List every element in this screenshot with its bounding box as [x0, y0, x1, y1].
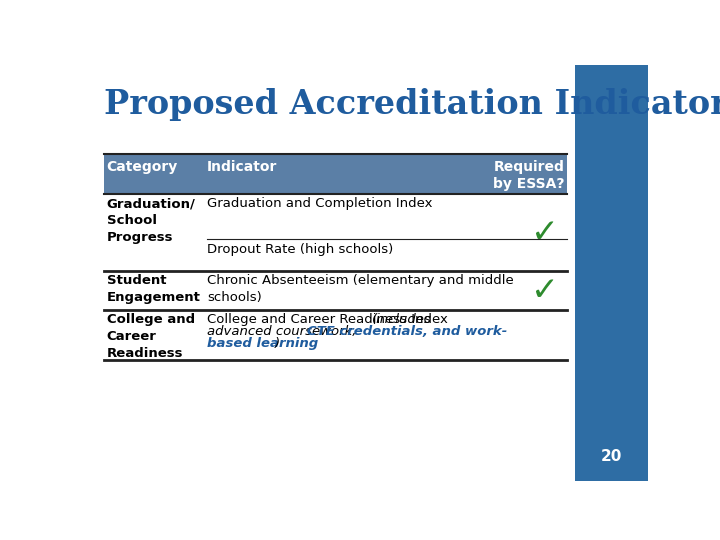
Text: Graduation/
School
Progress: Graduation/ School Progress: [107, 197, 196, 244]
FancyBboxPatch shape: [104, 154, 567, 194]
Text: Graduation and Completion Index: Graduation and Completion Index: [207, 197, 433, 210]
Text: Student
Engagement: Student Engagement: [107, 274, 201, 304]
Text: Chronic Absenteeism (elementary and middle
schools): Chronic Absenteeism (elementary and midd…: [207, 274, 514, 304]
Text: Proposed Accreditation Indicators: Proposed Accreditation Indicators: [104, 87, 720, 120]
Text: ): ): [275, 337, 280, 350]
FancyBboxPatch shape: [575, 65, 648, 481]
Text: Indicator: Indicator: [207, 160, 277, 174]
FancyBboxPatch shape: [104, 310, 567, 360]
FancyBboxPatch shape: [104, 271, 567, 310]
Text: CTE credentials, and work-: CTE credentials, and work-: [307, 325, 507, 338]
Text: ✓: ✓: [531, 215, 559, 248]
FancyBboxPatch shape: [104, 194, 567, 239]
Text: advanced coursework,: advanced coursework,: [207, 325, 361, 338]
Text: Required
by ESSA?: Required by ESSA?: [492, 160, 564, 191]
Text: Dropout Rate (high schools): Dropout Rate (high schools): [207, 243, 393, 256]
Text: (includes: (includes: [372, 313, 431, 327]
Text: College and
Career
Readiness: College and Career Readiness: [107, 313, 195, 360]
Text: based learning: based learning: [207, 337, 318, 350]
Text: 20: 20: [601, 449, 622, 464]
Text: ✓: ✓: [531, 274, 559, 307]
Text: College and Career Readiness Index: College and Career Readiness Index: [207, 313, 452, 327]
FancyBboxPatch shape: [104, 239, 567, 271]
Text: Category: Category: [107, 160, 178, 174]
